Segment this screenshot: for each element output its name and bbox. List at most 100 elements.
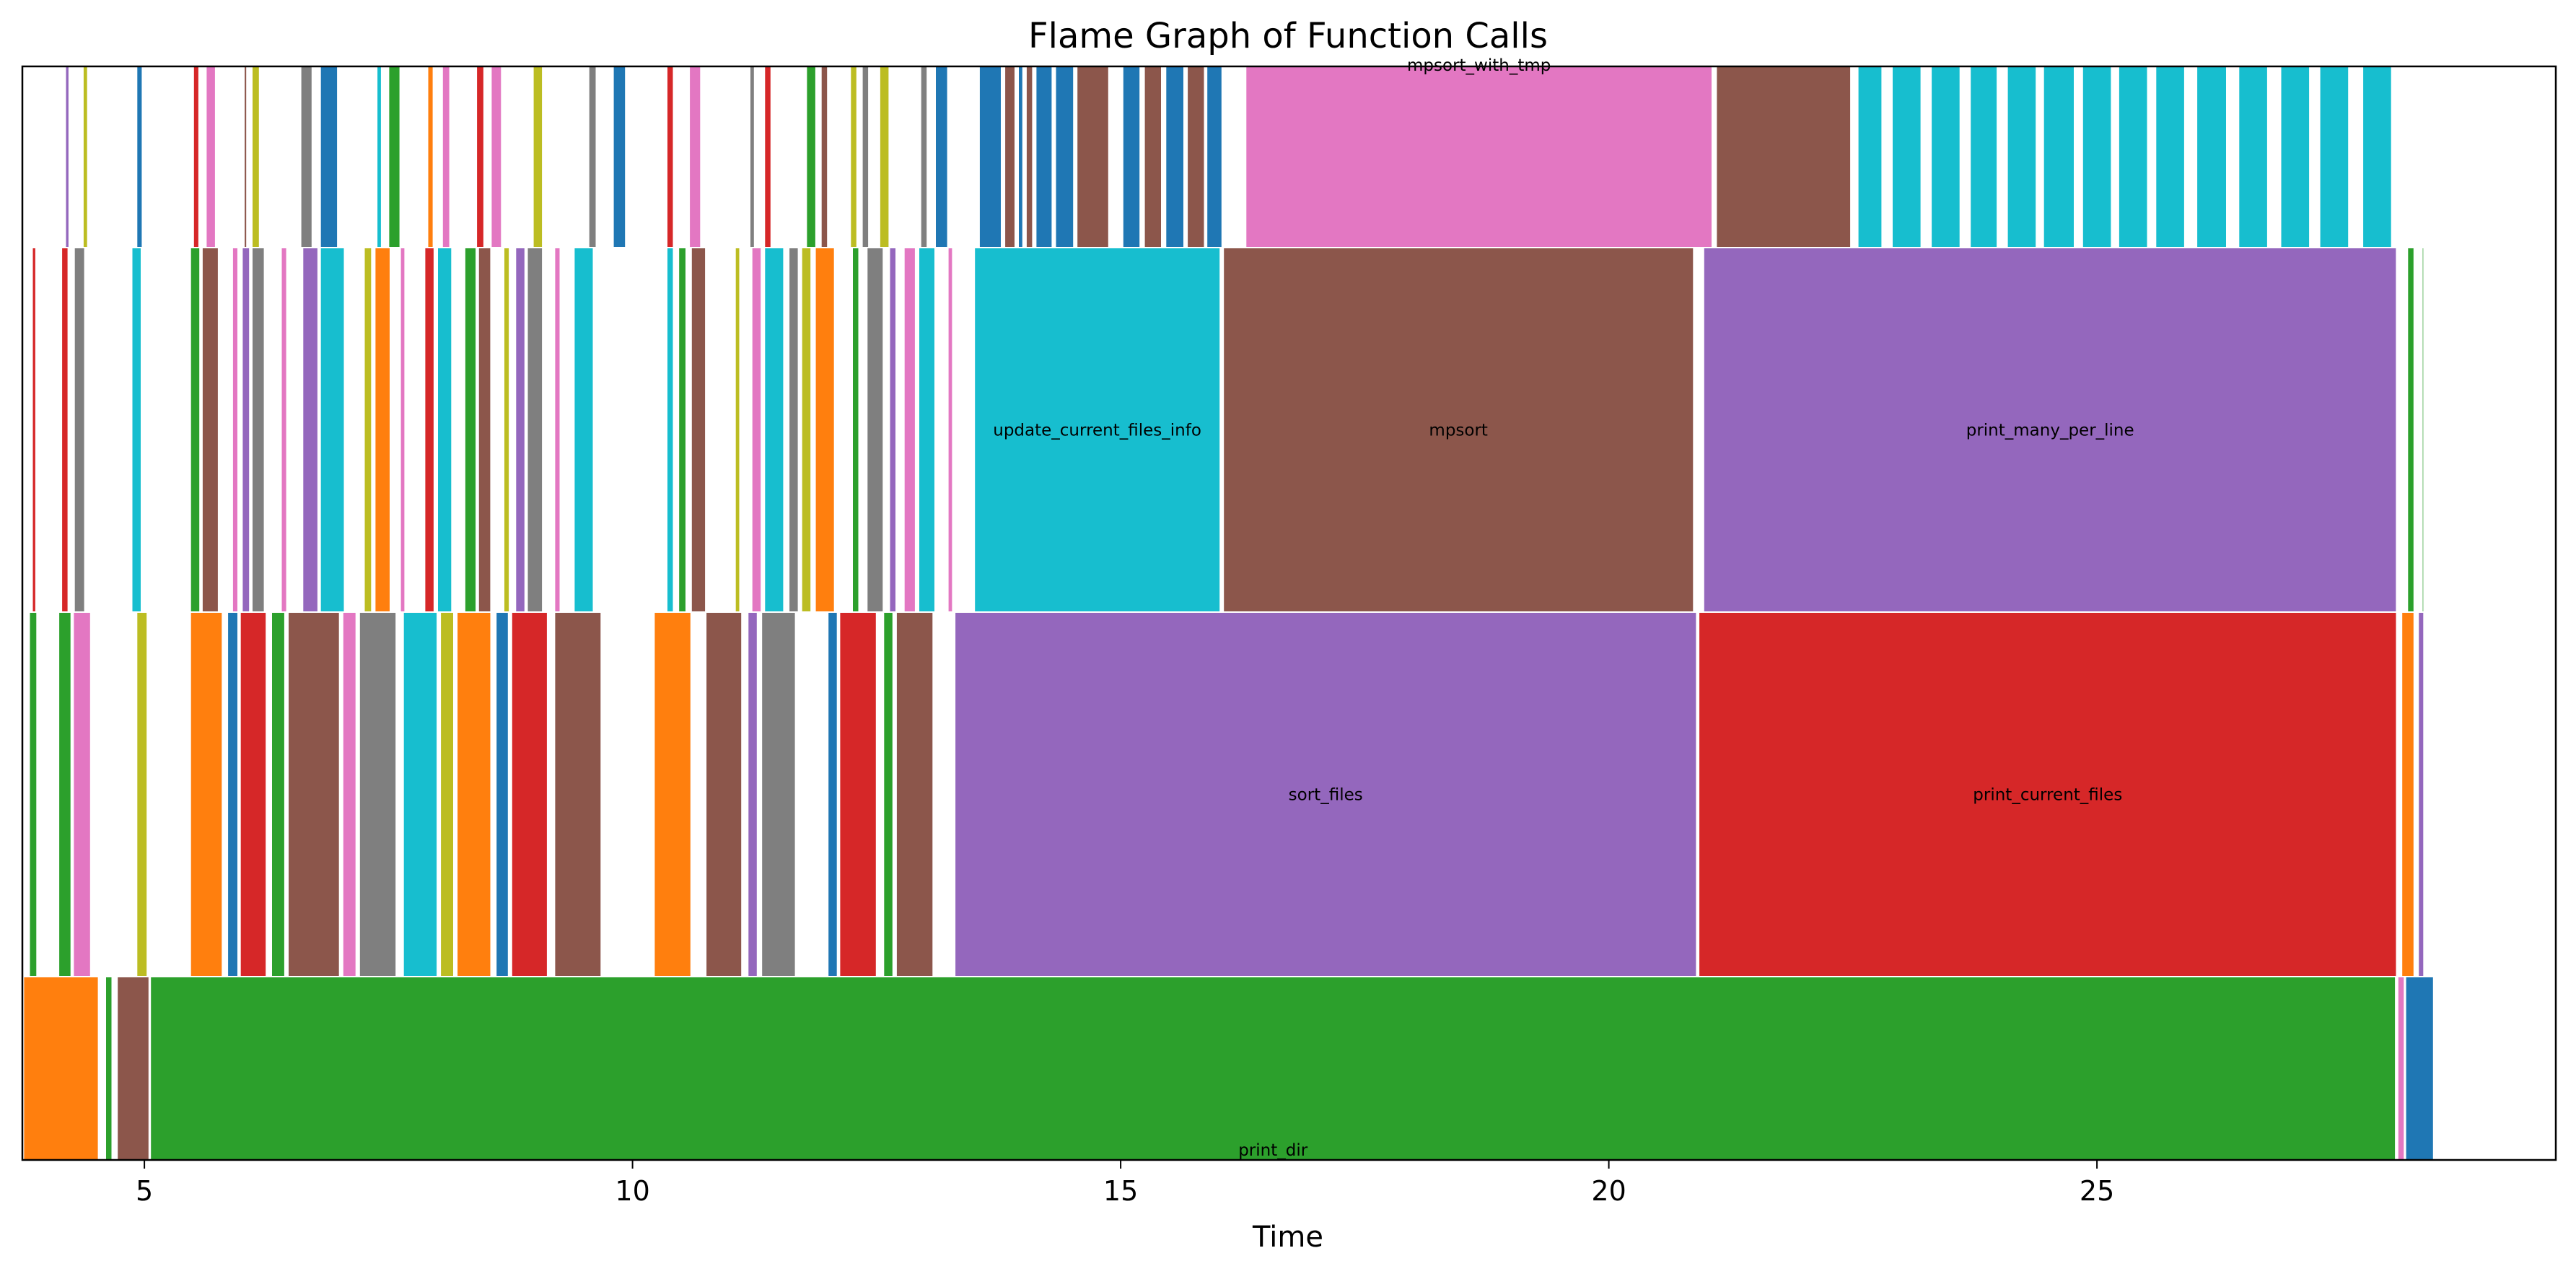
flame-frame (587, 66, 597, 248)
flame-frame (319, 66, 339, 248)
flame-frame (201, 247, 219, 613)
flame-frame (1222, 247, 1695, 613)
flame-frame (189, 247, 201, 613)
flame-frame (251, 247, 266, 613)
flame-frame (1245, 66, 1714, 248)
flame-frame (1035, 66, 1053, 248)
flame-frame (849, 66, 858, 248)
flame-frame (750, 247, 763, 613)
frame-label: mpsort (1429, 422, 1488, 440)
frame-label: print_current_files (1973, 786, 2122, 805)
flame-frame (61, 247, 69, 613)
flame-frame (2396, 976, 2406, 1161)
flame-frame (341, 611, 357, 977)
flame-frame (820, 66, 829, 248)
flame-frame (2279, 66, 2311, 248)
flame-frame (424, 247, 435, 613)
flame-frames: print_dir sort_files print_current_files up… (22, 56, 2435, 1161)
flame-frame (2081, 66, 2113, 248)
flame-frame (2406, 247, 2415, 613)
flame-frame (1121, 66, 1142, 248)
flame-frame (690, 247, 707, 613)
flame-frame (239, 611, 268, 977)
chart-title: Flame Graph of Function Calls (1028, 16, 1548, 56)
flame-frame (131, 247, 142, 613)
flame-frame (439, 611, 455, 977)
flame-frame (441, 66, 451, 248)
flame-frame (1715, 66, 1852, 248)
flame-frame (800, 247, 812, 613)
flame-frame (666, 247, 675, 613)
flame-frame (64, 66, 70, 248)
flame-frame (280, 247, 288, 613)
frame-label: update_current_files_info (993, 422, 1201, 440)
flame-frame (1891, 66, 1922, 248)
flame-frame (58, 611, 72, 977)
flame-frame (510, 611, 548, 977)
flame-frame (947, 247, 954, 613)
flame-frame (1165, 66, 1186, 248)
flame-frame (136, 66, 144, 248)
flame-frame (1054, 66, 1075, 248)
flame-frame (878, 66, 890, 248)
flame-frame (205, 66, 216, 248)
flame-frame (82, 66, 89, 248)
flame-frame (241, 247, 251, 613)
flame-frame (747, 611, 758, 977)
flame-frame (851, 247, 860, 613)
flame-frame (116, 976, 150, 1161)
x-tick-label: 5 (136, 1175, 153, 1207)
flame-frame (678, 247, 688, 613)
flame-frame (827, 611, 838, 977)
flame-frame (72, 611, 92, 977)
flame-frame (553, 611, 603, 977)
flame-frame (1186, 66, 1206, 248)
flame-frame (1857, 66, 1883, 248)
frame-label: sort_files (1289, 786, 1363, 805)
flame-frame (503, 247, 511, 613)
flame-frame (28, 611, 38, 977)
flame-frame (227, 611, 240, 977)
flame-frame (2042, 66, 2075, 248)
flame-frame (903, 247, 916, 613)
flame-frame (105, 976, 113, 1161)
flame-frame (1969, 66, 1999, 248)
flame-frame (978, 66, 1003, 248)
flame-frame (1698, 611, 2398, 977)
flame-frame (231, 247, 239, 613)
x-axis-label: Time (1252, 1221, 1323, 1254)
flame-frame (526, 247, 544, 613)
flame-frame (374, 247, 392, 613)
flame-frame (1143, 66, 1162, 248)
flame-frame (749, 66, 755, 248)
flame-frame (299, 66, 313, 248)
flame-frame (456, 611, 492, 977)
flame-frame (761, 611, 797, 977)
flame-frame (814, 247, 836, 613)
flame-frame (2417, 611, 2425, 977)
flame-frame (2318, 66, 2350, 248)
flame-frame (2404, 976, 2435, 1161)
flame-frame (2117, 66, 2149, 248)
flame-frame (476, 66, 485, 248)
flame-frame (31, 247, 37, 613)
plot-area-border (21, 65, 2557, 1161)
flame-frame (243, 66, 248, 248)
flame-frame (653, 611, 692, 977)
flame-frame (22, 976, 100, 1161)
flame-frame (1076, 66, 1110, 248)
flame-frame (1004, 66, 1016, 248)
flame-frame (888, 247, 897, 613)
flame-frame (463, 247, 478, 613)
flame-frame (866, 247, 885, 613)
flame-frame (426, 66, 434, 248)
x-tick-label: 10 (615, 1175, 649, 1207)
flame-frame (495, 611, 509, 977)
flame-frame (2238, 66, 2269, 248)
flame-frame (251, 66, 260, 248)
flame-frame (973, 247, 1222, 613)
flame-frame (490, 66, 503, 248)
flame-frame (838, 611, 877, 977)
flame-frame (688, 66, 702, 248)
flame-frame (363, 247, 373, 613)
